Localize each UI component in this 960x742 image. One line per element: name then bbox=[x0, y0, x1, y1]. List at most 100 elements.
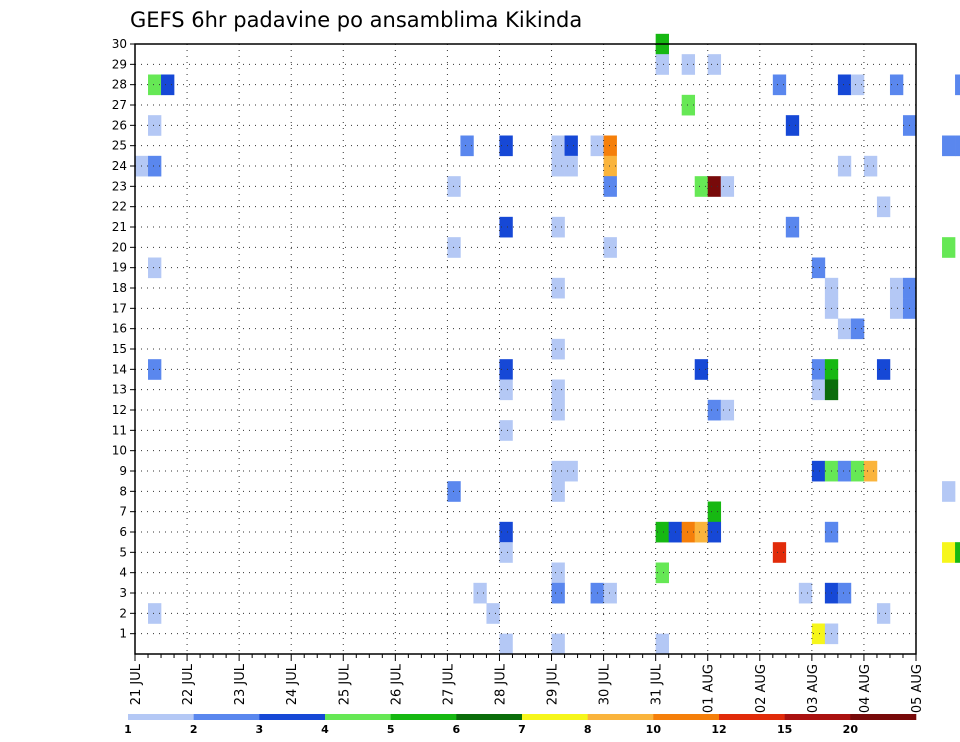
x-axis: 21 JUL 22 JUL 23 JUL 24 JUL 25 JUL 26 JUL 27 J… bbox=[129, 654, 925, 713]
heatmap-cell bbox=[551, 562, 565, 584]
y-tick-label: 2 bbox=[119, 606, 127, 620]
x-tick-label: 05 AUG bbox=[910, 664, 925, 713]
y-tick-label: 19 bbox=[112, 261, 127, 275]
heatmap-cell bbox=[551, 399, 565, 421]
heatmap-cell bbox=[837, 74, 852, 96]
y-tick-label: 29 bbox=[112, 57, 127, 71]
y-tick-label: 17 bbox=[112, 301, 127, 315]
heatmap-cell bbox=[486, 603, 500, 624]
heatmap-cell bbox=[473, 582, 487, 604]
y-tick-label: 21 bbox=[112, 220, 127, 234]
y-tick-label: 24 bbox=[112, 159, 127, 173]
y-tick-label: 13 bbox=[112, 383, 127, 397]
heatmap-cell bbox=[564, 460, 578, 482]
x-tick-label: 22 JUL bbox=[181, 663, 196, 705]
y-tick-label: 14 bbox=[112, 362, 127, 376]
x-tick-label: 21 JUL bbox=[129, 663, 144, 705]
legend-label: 8 bbox=[584, 723, 592, 736]
heatmap-cell bbox=[942, 542, 956, 563]
heatmap-cell bbox=[603, 155, 617, 177]
heatmap-cell bbox=[850, 460, 865, 482]
heatmap-cell bbox=[955, 135, 960, 157]
heatmap-cell bbox=[942, 481, 956, 502]
legend-label: 5 bbox=[387, 723, 395, 736]
heatmap-cell bbox=[499, 216, 513, 238]
heatmap-cell bbox=[707, 501, 722, 523]
heatmap-cell bbox=[148, 603, 162, 624]
heatmap-cell bbox=[942, 237, 956, 258]
heatmap-cell bbox=[694, 521, 709, 543]
heatmap-cell bbox=[942, 135, 956, 157]
y-tick-label: 3 bbox=[119, 586, 127, 600]
heatmap-cell bbox=[772, 542, 787, 563]
legend-swatch bbox=[325, 714, 391, 720]
heatmap-cell bbox=[694, 359, 709, 380]
legend-swatch bbox=[456, 714, 523, 720]
legend-label: 10 bbox=[646, 723, 662, 736]
y-tick-label: 30 bbox=[112, 37, 127, 51]
heatmap-cell bbox=[837, 155, 852, 177]
legend-label: 15 bbox=[777, 723, 792, 736]
heatmap-cell bbox=[811, 257, 826, 279]
heatmap-cell bbox=[551, 379, 565, 401]
heatmap-cells bbox=[135, 33, 960, 655]
legend-swatch bbox=[259, 714, 326, 720]
y-tick-label: 28 bbox=[112, 78, 127, 92]
heatmap-cell bbox=[811, 379, 826, 401]
x-tick-label: 30 JUL bbox=[598, 663, 613, 705]
y-tick-label: 11 bbox=[112, 423, 127, 437]
heatmap-cell bbox=[551, 216, 565, 238]
heatmap-cell bbox=[499, 420, 513, 441]
legend-swatch bbox=[784, 714, 851, 720]
heatmap-cell bbox=[148, 74, 162, 96]
heatmap-cell bbox=[551, 135, 565, 157]
legend-swatch bbox=[587, 714, 654, 720]
heatmap-cell bbox=[798, 582, 813, 604]
heatmap-cell bbox=[889, 277, 904, 299]
heatmap-cell bbox=[564, 135, 578, 157]
heatmap-cell bbox=[837, 318, 852, 340]
heatmap-cell bbox=[681, 94, 696, 116]
heatmap-cell bbox=[499, 542, 513, 563]
legend-swatch bbox=[522, 714, 588, 720]
heatmap-cell bbox=[785, 216, 800, 238]
heatmap-cell bbox=[707, 521, 722, 543]
heatmap-cell bbox=[876, 196, 891, 218]
heatmap-cell bbox=[785, 115, 800, 136]
heatmap-cell bbox=[863, 460, 878, 482]
heatmap-cell bbox=[772, 74, 787, 96]
legend-label: 6 bbox=[453, 723, 461, 736]
heatmap-cell bbox=[889, 298, 904, 319]
heatmap-cell bbox=[811, 359, 826, 380]
legend-label: 20 bbox=[843, 723, 859, 736]
heatmap-cell bbox=[551, 460, 565, 482]
y-tick-label: 26 bbox=[112, 118, 127, 132]
legend-label: 4 bbox=[321, 723, 329, 736]
y-tick-label: 1 bbox=[119, 627, 127, 641]
y-tick-label: 7 bbox=[119, 505, 127, 519]
heatmap-cell bbox=[837, 460, 852, 482]
heatmap-cell bbox=[447, 481, 461, 502]
heatmap-cell bbox=[889, 74, 904, 96]
heatmap-cell bbox=[811, 623, 826, 645]
heatmap-cell bbox=[707, 399, 722, 421]
y-tick-label: 9 bbox=[119, 464, 127, 478]
y-tick-label: 16 bbox=[112, 322, 127, 336]
heatmap-cell bbox=[955, 74, 960, 96]
heatmap-cell bbox=[499, 633, 513, 655]
heatmap-cell bbox=[811, 460, 826, 482]
heatmap-cell bbox=[447, 176, 461, 197]
heatmap-cell bbox=[850, 74, 865, 96]
heatmap-cell bbox=[863, 155, 878, 177]
legend-swatch bbox=[850, 714, 917, 720]
legend-label: 12 bbox=[711, 723, 726, 736]
heatmap-cell bbox=[499, 135, 513, 157]
heatmap-cell bbox=[655, 54, 669, 75]
y-tick-label: 23 bbox=[112, 179, 127, 193]
x-tick-label: 25 JUL bbox=[337, 663, 352, 705]
legend-label: 1 bbox=[124, 723, 132, 736]
heatmap-cell bbox=[603, 176, 617, 197]
y-tick-label: 12 bbox=[112, 403, 127, 417]
x-tick-label: 31 JUL bbox=[650, 663, 665, 705]
